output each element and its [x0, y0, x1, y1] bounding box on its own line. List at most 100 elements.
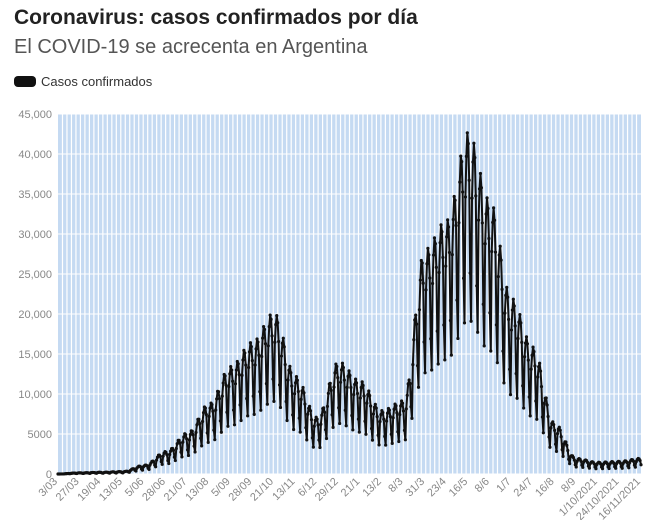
background-stripe-gap [232, 114, 234, 474]
data-point [352, 393, 356, 397]
data-point [234, 368, 238, 372]
data-point [165, 453, 169, 457]
background-stripe-gap [218, 114, 221, 474]
data-point [522, 406, 526, 410]
data-point [559, 435, 563, 439]
data-point [177, 438, 181, 442]
data-point [618, 461, 622, 465]
background-stripe-gap [461, 114, 463, 474]
data-point [251, 394, 255, 398]
data-point [308, 409, 313, 413]
data-point [538, 361, 542, 365]
data-point [496, 275, 500, 279]
background-stripe-gap [447, 114, 449, 474]
data-point [437, 270, 441, 275]
data-point [487, 236, 491, 241]
background-stripe-gap [537, 114, 539, 474]
data-point [527, 395, 531, 399]
data-point [507, 317, 511, 321]
data-point [317, 438, 321, 442]
data-point [463, 195, 468, 199]
background-stripe-gap [523, 114, 525, 474]
data-point [154, 465, 158, 469]
y-tick-label: 25,000 [18, 269, 52, 281]
data-point [466, 142, 470, 146]
background-stripe-gap [339, 114, 342, 474]
background-stripe-gap [209, 114, 212, 474]
x-tick-label: 28/09 [227, 476, 255, 504]
data-point [377, 443, 381, 447]
data-point [365, 401, 369, 405]
x-tick-label: 31/3 [404, 476, 428, 500]
data-point [330, 413, 334, 417]
data-point [160, 462, 164, 466]
data-point [557, 425, 561, 429]
background-stripe-gap [546, 114, 548, 474]
background-stripe-gap [631, 114, 633, 474]
background-stripe-gap [268, 114, 270, 474]
background-stripe-gap [595, 114, 597, 474]
data-point [356, 417, 361, 421]
data-point [201, 411, 206, 415]
background-stripe-gap [295, 114, 297, 474]
data-point [212, 428, 216, 432]
data-point [391, 416, 395, 420]
data-point [540, 415, 545, 419]
data-point [392, 407, 396, 411]
data-point [159, 460, 163, 464]
data-point [605, 461, 609, 466]
data-point [400, 401, 405, 405]
background-stripe-gap [70, 114, 73, 474]
data-point [482, 344, 486, 348]
data-point [503, 311, 507, 315]
y-axis: 0 5000 10,000 15,000 20,000 25,000 30,000 35,00… [18, 109, 52, 481]
data-point [167, 461, 171, 466]
data-point [552, 422, 556, 427]
data-point [407, 378, 411, 382]
data-point [228, 372, 232, 376]
data-point [328, 381, 332, 385]
data-point [268, 313, 272, 317]
data-point [253, 363, 257, 367]
y-tick-label: 30,000 [18, 229, 52, 241]
data-point [476, 218, 481, 222]
data-point [592, 462, 596, 466]
data-point [510, 308, 514, 312]
x-tick-label: 21/10 [248, 476, 276, 504]
x-tick-label: 8/6 [473, 476, 492, 495]
data-point [448, 318, 453, 323]
background-stripe-gap [165, 114, 167, 474]
data-point [553, 428, 557, 432]
data-point [520, 340, 524, 344]
data-point [312, 424, 316, 428]
background-stripe-gap [97, 114, 99, 474]
data-point [568, 462, 572, 466]
y-tick-label: 10,000 [18, 389, 52, 401]
data-point [354, 381, 359, 385]
data-point [323, 410, 327, 414]
background-stripe-gap [514, 114, 517, 474]
data-point [461, 190, 465, 194]
data-point [322, 406, 326, 410]
data-point [360, 380, 364, 384]
background-stripe-gap [227, 114, 230, 474]
data-point [404, 407, 408, 411]
data-point [441, 255, 445, 260]
background-stripe-gap [600, 114, 602, 474]
data-point [612, 461, 616, 465]
data-point [434, 265, 438, 269]
data-point [425, 262, 429, 266]
data-point [513, 324, 517, 328]
data-point [248, 341, 253, 345]
data-point [451, 217, 455, 222]
data-point [254, 347, 258, 351]
data-point [208, 406, 212, 410]
data-point [291, 413, 295, 417]
data-point [394, 404, 398, 408]
background-stripe-gap [384, 114, 386, 474]
data-point [399, 404, 403, 408]
data-point [341, 365, 345, 370]
background-stripe-gap [106, 114, 108, 474]
data-point [561, 454, 565, 458]
data-point [445, 235, 449, 239]
